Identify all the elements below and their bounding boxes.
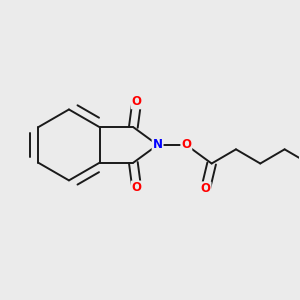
Text: O: O <box>132 182 142 194</box>
Text: O: O <box>181 138 191 152</box>
Text: O: O <box>201 182 211 195</box>
Text: O: O <box>132 95 142 108</box>
Text: N: N <box>153 138 163 152</box>
